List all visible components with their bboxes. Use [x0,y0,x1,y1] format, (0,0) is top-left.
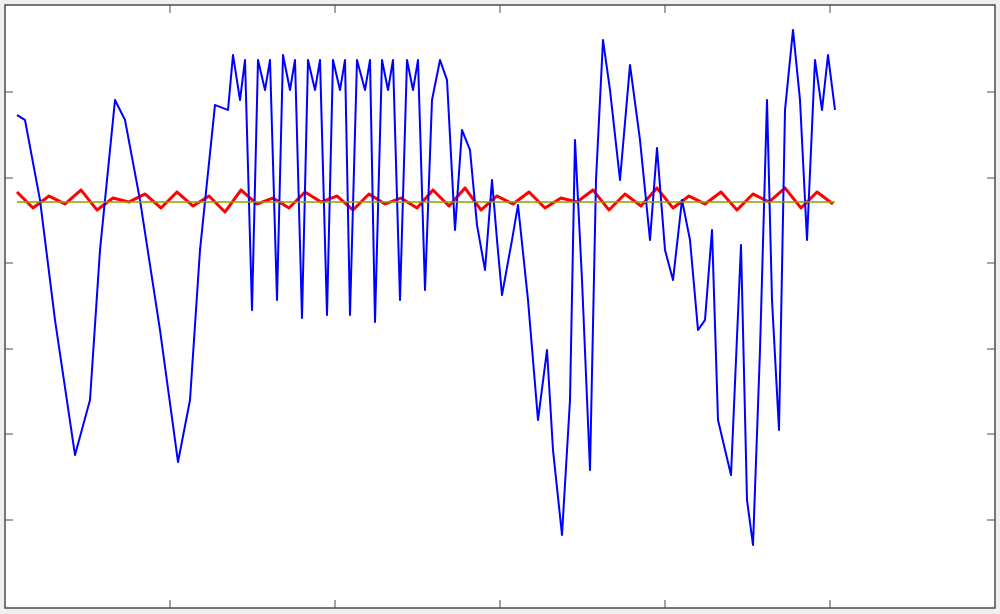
series-line [15,186,834,214]
plot-area [4,4,996,609]
series-line [16,29,836,546]
